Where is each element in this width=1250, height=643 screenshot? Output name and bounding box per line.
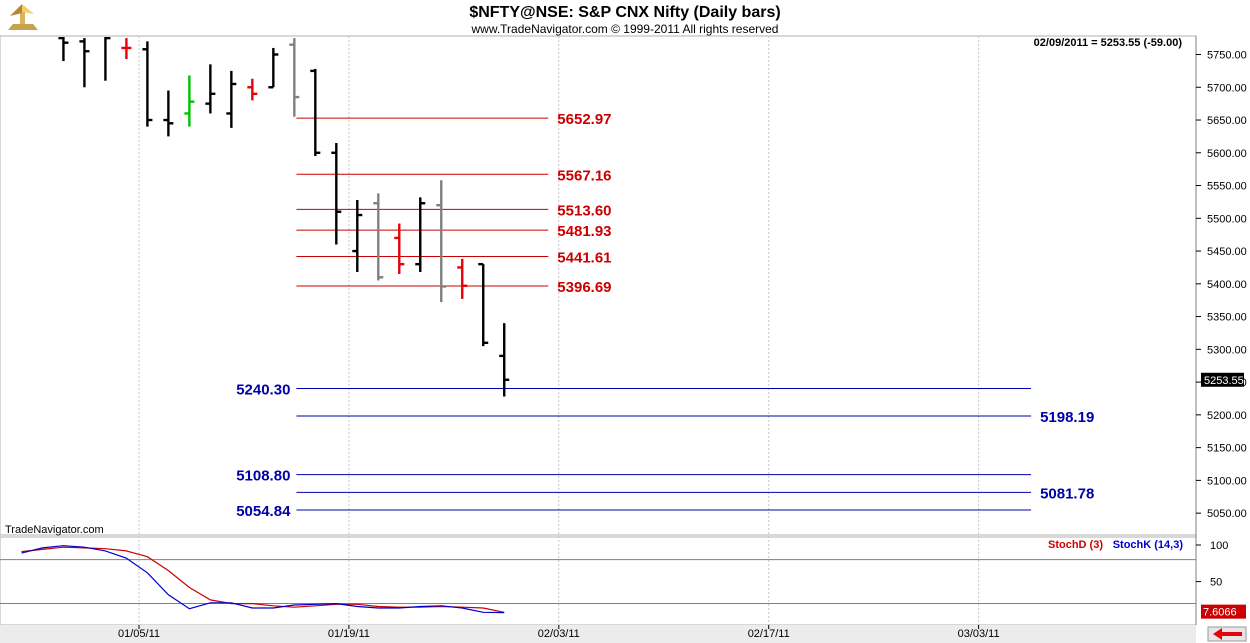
x-axis: 01/05/11 01/19/11 02/03/11 02/17/11 03/03/11 (118, 625, 1000, 640)
trade-navigator-logo-icon (8, 4, 38, 30)
ohlc-bar (226, 70, 237, 128)
level-label: 5481.93 (557, 223, 611, 240)
y-axis: 5750.00 5700.00 5650.00 5600.00 5550.00 5500.… (1196, 50, 1247, 520)
header-band (0, 0, 1250, 36)
y-tick-label: 5450.00 (1207, 246, 1247, 258)
y-tick-label: 5200.00 (1207, 410, 1247, 422)
y-tick-label: 5350.00 (1207, 312, 1247, 324)
ohlc-bar (121, 38, 132, 60)
ohlc-bar (268, 47, 279, 89)
ohlc-bar (247, 78, 258, 101)
current-price-tag (1201, 372, 1244, 387)
level-label: 5198.19 (1040, 409, 1094, 426)
x-tick-label: 01/05/11 (118, 628, 160, 640)
level-label: 5441.61 (557, 250, 611, 267)
y-tick-label: 5300.00 (1207, 344, 1247, 356)
ohlc-bar (289, 38, 300, 117)
ohlc-bar (394, 223, 405, 274)
level-label: 5240.30 (236, 381, 290, 398)
level-label: 5396.69 (557, 279, 611, 296)
ohlc-bar (499, 323, 510, 397)
level-label: 5652.97 (557, 111, 611, 128)
y-tick-label: 5650.00 (1207, 115, 1247, 127)
level-label: 5108.80 (236, 468, 290, 485)
level-label: 5567.16 (557, 167, 611, 184)
level-label: 5513.60 (557, 202, 611, 219)
legend-stochk: StochK (14,3) (1113, 539, 1184, 551)
stoch-value-tag (1201, 604, 1246, 619)
y-tick-label: 5700.00 (1207, 82, 1247, 94)
y-tick-label: 5750.00 (1207, 50, 1247, 62)
y-tick-label: 5400.00 (1207, 279, 1247, 291)
legend-stochd: StochD (3) (1048, 539, 1103, 551)
level-label: 5054.84 (236, 503, 291, 520)
ohlc-bar (79, 38, 90, 88)
chart-title: $NFTY@NSE: S&P CNX Nifty (Daily bars) (469, 4, 780, 21)
ohlc-bar (415, 197, 426, 273)
stoch-y-tick-label: 50 (1210, 577, 1222, 589)
ohlc-bar (142, 41, 153, 127)
ohlc-bar (352, 199, 363, 273)
ohlc-bar (478, 262, 489, 347)
y-axis-strip (1196, 36, 1250, 643)
x-tick-label: 02/17/11 (748, 628, 790, 640)
copyright-line: www.TradeNavigator.com © 1999-2011 All r… (471, 22, 779, 36)
stochd-series-line (21, 546, 505, 613)
watermark-text: TradeNavigator.com (5, 524, 104, 536)
bars-layer (58, 37, 510, 397)
current-price-label: 5253.55 (1204, 375, 1244, 387)
stochastic-layer: 100 50 7.6066 (0, 540, 1246, 619)
level-label: 5081.78 (1040, 485, 1094, 502)
y-tick-label: 5500.00 (1207, 213, 1247, 225)
ohlc-bar (310, 68, 321, 157)
x-axis-strip (0, 625, 1196, 643)
ohlc-bar (331, 142, 342, 245)
scroll-right-arrow-icon[interactable] (1207, 626, 1247, 642)
ohlc-bar (205, 64, 216, 114)
y-tick-label: 5550.00 (1207, 181, 1247, 193)
ohlc-bar (58, 37, 69, 62)
ohlc-bar (373, 193, 384, 281)
y-tick-label: 5600.00 (1207, 148, 1247, 160)
stoch-value-label: 7.6066 (1203, 607, 1237, 619)
x-tick-label: 03/03/11 (958, 628, 1000, 640)
ohlc-bar (104, 37, 111, 81)
stochk-series-line (21, 545, 505, 614)
y-tick-label: 5050.00 (1207, 508, 1247, 520)
quote-readout: 02/09/2011 = 5253.55 (-59.00) (1034, 37, 1183, 49)
y-tick-label: 5150.00 (1207, 443, 1247, 455)
y-tick-label: 5100.00 (1207, 475, 1247, 487)
price-panel[interactable] (0, 35, 1197, 536)
levels-layer: 5652.97 5567.16 5513.60 5481.93 5441.61 5396.… (236, 111, 1094, 520)
x-tick-label: 01/19/11 (328, 628, 370, 640)
ohlc-bar (163, 90, 174, 137)
stoch-y-tick-label: 100 (1210, 540, 1228, 552)
x-tick-label: 02/03/11 (538, 628, 580, 640)
ohlc-bar (184, 75, 195, 127)
ohlc-bar (436, 180, 447, 303)
ohlc-bar (457, 258, 468, 299)
stochastic-panel[interactable] (0, 536, 1197, 626)
